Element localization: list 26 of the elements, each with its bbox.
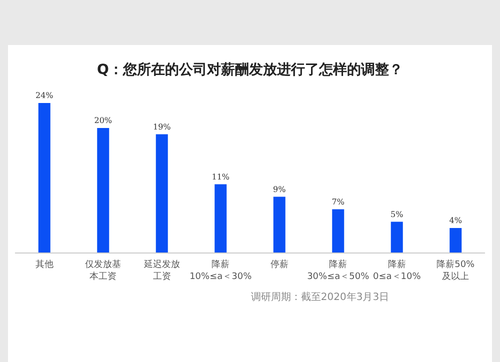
x-tick-label: 其他 (35, 259, 54, 270)
data-label: 11% (212, 172, 230, 182)
text: 调研周期：截至2020年3月3日 (250, 291, 390, 303)
bar (450, 228, 462, 253)
x-tick-label: 降薪50% 及以上 (436, 259, 476, 282)
x-tick-label: 降薪 0≤a＜10% (372, 259, 422, 282)
bar (273, 196, 286, 253)
data-label: 9% (273, 184, 286, 194)
data-label: 5% (390, 210, 404, 219)
bar (214, 184, 227, 253)
x-tick-label: 停薪 (270, 259, 288, 270)
x-tick-label: 降薪 10%≤a＜30% (190, 259, 252, 282)
bar (97, 128, 110, 253)
data-label: 7% (332, 197, 345, 206)
bar (156, 134, 168, 253)
x-tick-label: 降薪 30%≤a＜50% (307, 259, 370, 282)
bar (38, 103, 50, 253)
chart-title: Q：您所在的公司对薪酬发放进行了怎样的调整？ (97, 62, 403, 78)
bar (390, 222, 403, 253)
x-tick-label: 延迟发放工资 (142, 259, 180, 282)
data-label: 4% (449, 216, 462, 225)
data-label: 24% (35, 91, 54, 100)
data-label: 20% (94, 116, 112, 125)
x-tick-label: 仅发放基本工资 (85, 259, 122, 282)
bar (332, 209, 344, 253)
data-label: 19% (152, 122, 172, 132)
